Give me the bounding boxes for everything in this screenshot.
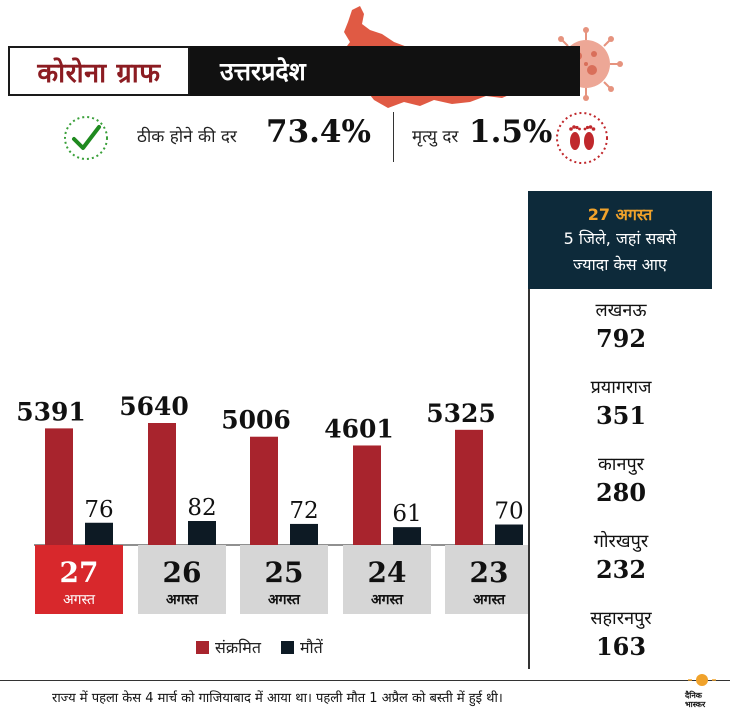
bar-deaths (188, 521, 216, 545)
logo-line1: दैनिक (685, 691, 702, 700)
category-sublabel: अगस्त (63, 592, 96, 608)
data-label-deaths: 61 (392, 501, 421, 527)
logo-icon (688, 674, 716, 686)
data-label-infected: 5325 (426, 399, 496, 428)
district-name: सहारनपुर (590, 608, 652, 629)
bar-infected (353, 445, 381, 545)
category-box (240, 545, 328, 614)
category-box (343, 545, 431, 614)
category-sublabel: अगस्त (268, 592, 301, 608)
panel-title-line2: ज्यादा केस आए (573, 255, 667, 274)
footer-divider (0, 680, 730, 681)
district-value: 232 (595, 555, 647, 584)
category-label: 24 (368, 556, 407, 589)
category-label: 27 (60, 556, 99, 589)
state-label: उत्तरप्रदेश (220, 57, 306, 86)
category-box (138, 545, 226, 614)
district-item: सहारनपुर 163 (530, 606, 712, 661)
bar-infected (148, 423, 176, 545)
districts-panel-header: 27 अगस्त 5 जिले, जहां सबसे ज्यादा केस आए (528, 191, 712, 289)
bar-infected (455, 429, 483, 545)
logo-text: दैनिक भास्कर (685, 691, 705, 709)
page-title: कोरोना ग्राफ (8, 46, 190, 96)
district-name: लखनऊ (595, 300, 647, 321)
footnote: राज्य में पहला केस 4 मार्च को गाजियाबाद … (52, 691, 503, 706)
panel-divider (528, 289, 530, 669)
district-value: 792 (595, 324, 647, 353)
data-label-deaths: 72 (289, 498, 318, 524)
district-value: 280 (595, 478, 647, 507)
category-label: 25 (265, 556, 304, 589)
category-box (35, 545, 123, 614)
bar-infected (45, 428, 73, 545)
district-item: प्रयागराज 351 (530, 375, 712, 430)
bar-infected (250, 436, 278, 545)
chart-legend: संक्रमित मौतें (196, 636, 337, 658)
bar-deaths (495, 524, 523, 545)
district-item: लखनऊ 792 (530, 298, 712, 353)
death-label: मृत्यु दर (412, 127, 459, 147)
legend-label-infected: संक्रमित (215, 638, 261, 657)
district-name: गोरखपुर (593, 531, 649, 552)
legend-swatch-infected (196, 640, 209, 654)
bar-deaths (393, 527, 421, 545)
district-value: 163 (595, 632, 647, 661)
district-name: प्रयागराज (590, 377, 652, 398)
category-label: 23 (470, 556, 509, 589)
stats-divider (393, 112, 394, 162)
legend-item-deaths: मौतें (280, 636, 323, 658)
bar-deaths (290, 523, 318, 545)
state-name: उत्तरप्रदेश (190, 46, 580, 96)
legend-item-infected: संक्रमित (196, 636, 261, 658)
category-box (445, 545, 530, 614)
category-sublabel: अगस्त (371, 592, 404, 608)
recovery-value: 73.4% (266, 114, 371, 150)
data-label-infected: 4601 (324, 414, 394, 443)
recovery-label: ठीक होने की दर (137, 127, 237, 147)
district-value: 351 (595, 401, 647, 430)
data-label-deaths: 70 (494, 499, 523, 525)
legend-label-deaths: मौतें (299, 638, 323, 657)
district-item: गोरखपुर 232 (530, 529, 712, 584)
data-label-infected: 5006 (221, 406, 291, 435)
panel-title-line1: 5 जिले, जहां सबसे (563, 229, 677, 248)
category-sublabel: अगस्त (166, 592, 199, 608)
footprints-icon (556, 112, 608, 164)
panel-date: 27 अगस्त (587, 205, 653, 224)
bar-deaths (85, 522, 113, 545)
data-label-infected: 5640 (119, 392, 189, 421)
category-label: 26 (163, 556, 202, 589)
data-label-infected: 5391 (16, 397, 86, 426)
district-name: कानपुर (597, 454, 645, 475)
district-item: कानपुर 280 (530, 452, 712, 507)
bar-chart: 5391 76 27 अगस्त 5640 82 26 अगस्त 5006 72 25 अगस्त 4… (16, 392, 530, 614)
data-label-deaths: 82 (187, 495, 216, 521)
logo-line2: भास्कर (685, 700, 706, 709)
legend-swatch-deaths (280, 640, 294, 654)
death-value: 1.5% (469, 114, 553, 150)
check-icon (64, 116, 108, 160)
data-label-deaths: 76 (84, 497, 113, 523)
category-sublabel: अगस्त (473, 592, 506, 608)
